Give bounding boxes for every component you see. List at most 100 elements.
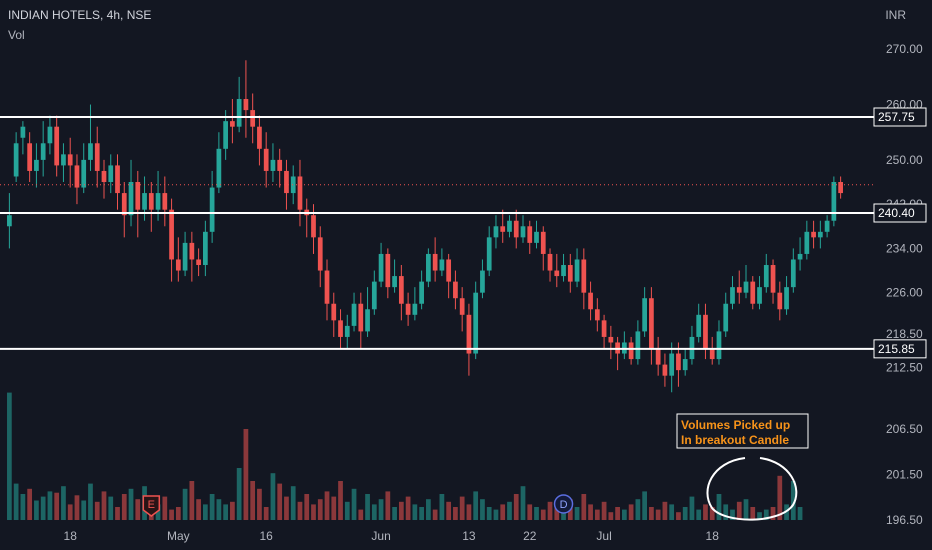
volume-bar <box>574 507 580 520</box>
volume-bar <box>311 504 316 520</box>
candle-body <box>507 220 512 232</box>
candle-body <box>257 126 262 149</box>
annotation-line-1: Volumes Picked up <box>681 418 790 432</box>
volume-bar <box>344 501 350 520</box>
volume-bar <box>540 509 546 520</box>
volume-bar <box>297 501 303 520</box>
symbol-title: INDIAN HOTELS, 4h, NSE <box>8 8 152 22</box>
candle-body <box>655 348 661 365</box>
marker-label: D <box>560 499 568 511</box>
candle-body <box>419 281 424 304</box>
volume-bar <box>189 481 195 520</box>
candle-body <box>115 165 120 194</box>
level-label-box <box>873 339 927 359</box>
candle-body <box>385 253 391 288</box>
candle-body <box>338 320 343 337</box>
x-tick-label: 13 <box>462 529 476 543</box>
candle-body <box>581 259 587 293</box>
volume-bar <box>115 507 120 520</box>
volume-bar <box>338 481 343 520</box>
volume-bar <box>54 492 60 520</box>
candle-body <box>588 292 593 310</box>
volume-bar <box>398 501 404 520</box>
volume-bar <box>689 496 695 520</box>
candle-body <box>182 242 188 271</box>
volume-bar <box>405 496 411 520</box>
volume-bar <box>777 475 783 520</box>
volume-bar <box>128 488 134 520</box>
candle-body <box>561 265 566 277</box>
candle-body <box>730 287 735 304</box>
candle-body <box>236 99 242 127</box>
y-tick-label: 218.50 <box>886 327 923 341</box>
volume-bar <box>121 494 127 520</box>
candle-body <box>811 231 816 238</box>
candle-body <box>250 110 256 127</box>
volume-bar <box>74 495 80 520</box>
candle-body <box>128 182 134 216</box>
volume-bar <box>81 500 87 520</box>
volume-bar <box>649 507 654 520</box>
volume-bar <box>7 392 12 520</box>
y-tick-label: 250.00 <box>886 153 923 167</box>
candle-body <box>662 364 668 376</box>
candle-body <box>365 309 370 332</box>
volume-bar <box>419 507 424 520</box>
candle-body <box>520 226 526 238</box>
y-tick-label: 201.50 <box>886 467 923 481</box>
candle-body <box>169 209 174 260</box>
volume-bar <box>493 509 499 520</box>
candle-body <box>676 353 681 371</box>
candle-body <box>757 287 762 304</box>
volume-bar <box>47 491 53 520</box>
volume-bar <box>486 507 492 520</box>
y-tick-label: 270.00 <box>886 42 923 56</box>
volume-bar <box>317 499 323 520</box>
volume-bar <box>34 500 39 520</box>
volume-bar <box>202 504 208 520</box>
candle-body <box>324 270 330 304</box>
volume-bar <box>284 496 289 520</box>
volume-bar <box>426 499 431 520</box>
candle-body <box>770 265 776 293</box>
x-tick-label: Jul <box>596 529 611 543</box>
volume-bar <box>351 488 357 520</box>
candle-body <box>189 242 195 260</box>
candle-body <box>547 253 553 271</box>
volume-bar <box>108 496 114 520</box>
candle-body <box>331 303 337 321</box>
candle-body <box>838 182 843 194</box>
candle-body <box>642 298 648 332</box>
candle-body <box>703 314 708 349</box>
candle-body <box>392 276 397 288</box>
volume-bar <box>608 512 614 520</box>
candle-body <box>540 231 546 254</box>
volume-bar <box>581 494 587 520</box>
volume-bar <box>547 501 553 520</box>
candle-body <box>142 193 147 210</box>
candle-body <box>567 265 573 282</box>
candle-body <box>155 193 161 210</box>
candle-body <box>81 159 87 188</box>
candle-body <box>7 215 12 227</box>
volume-bar <box>534 507 539 520</box>
price-axis <box>874 0 932 550</box>
candle-body <box>736 287 742 293</box>
candle-body <box>426 253 431 282</box>
volume-bar <box>20 494 26 520</box>
candle-body <box>750 281 756 304</box>
candle-body <box>486 237 492 271</box>
volume-bar <box>439 494 445 520</box>
level-label-box <box>873 107 927 127</box>
candle-body <box>223 121 229 149</box>
candle-body <box>108 165 114 183</box>
volume-bar <box>216 499 222 520</box>
x-tick-label: 18 <box>706 529 720 543</box>
volume-bar <box>94 501 100 520</box>
candle-body <box>831 182 837 221</box>
candle-body <box>67 154 73 166</box>
volume-bar <box>169 509 174 520</box>
marker-label: E <box>148 499 155 511</box>
candle-body <box>243 99 249 111</box>
